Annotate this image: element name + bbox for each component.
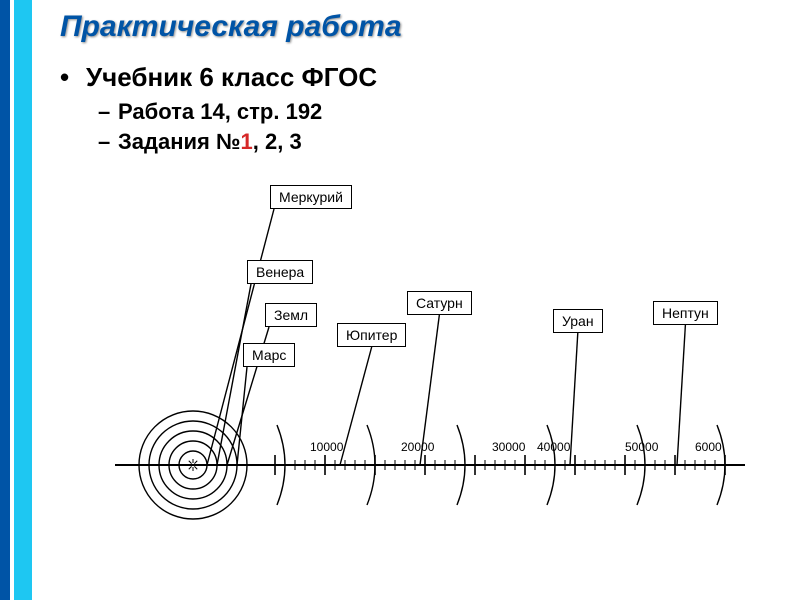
sun-ray [194,461,197,464]
bullet-lvl1: Учебник 6 класс ФГОС [60,62,780,93]
sun-ray [189,461,192,464]
sun-ray [189,466,192,469]
task-accent: 1 [241,129,253,154]
task-prefix: Задания № [118,129,241,154]
axis-label: 6000 [695,440,722,454]
axis-label: 40000 [537,440,571,454]
planet-box: Нептун [653,301,718,325]
diagram-svg: 10000 20000 30000 40000 50000 6000 [115,185,755,565]
leader-line [677,325,685,465]
planet-box: Венера [247,260,313,284]
leader-line [340,347,372,465]
bullet-lvl2-0: Работа 14, стр. 192 [60,99,780,125]
planet-box: Земл [265,303,317,327]
content-area: Практическая работа Учебник 6 класс ФГОС… [60,10,780,159]
planet-box: Уран [553,309,603,333]
slide-title: Практическая работа [60,10,780,44]
planet-box: Марс [243,343,295,367]
planet-box: Меркурий [270,185,352,209]
axis-label: 30000 [492,440,526,454]
axis-label: 10000 [310,440,344,454]
planet-box: Сатурн [407,291,472,315]
planet-box: Юпитер [337,323,406,347]
task-suffix: , 2, 3 [253,129,302,154]
axis-label: 20000 [401,440,435,454]
bullet-list: Учебник 6 класс ФГОС Работа 14, стр. 192… [60,62,780,155]
solar-system-diagram: 10000 20000 30000 40000 50000 6000 Меркурий Ве… [115,185,755,565]
bullet-lvl2-1: Задания №1, 2, 3 [60,129,780,155]
leader-line [570,333,578,465]
axis-label: 50000 [625,440,659,454]
sun-ray [194,466,197,469]
sidebar-decor [0,0,32,600]
